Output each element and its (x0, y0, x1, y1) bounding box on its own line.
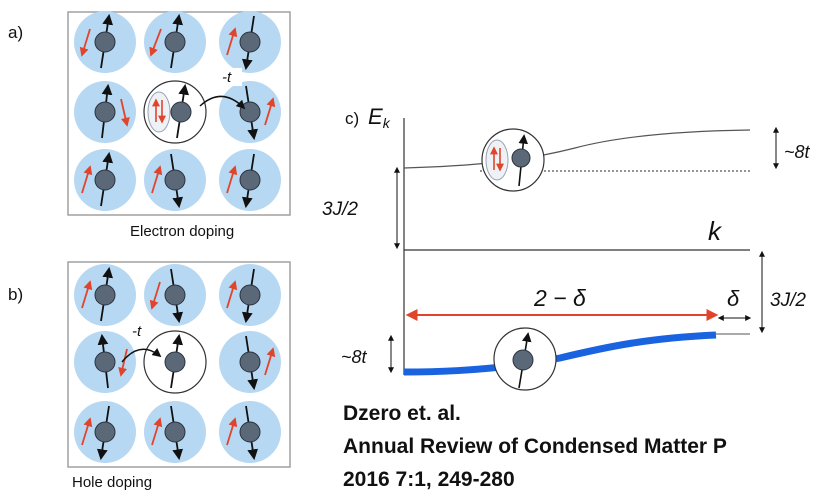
lattice-site (144, 11, 206, 73)
lattice-site (219, 149, 281, 211)
energy-axis-subscript: k (383, 115, 391, 131)
upper-width-label: ~8t (784, 142, 811, 162)
lattice-site (74, 81, 136, 143)
panel-b: b) -t Hole doping (8, 261, 291, 491)
caption-b: Hole doping (72, 474, 152, 491)
delta-label: δ (727, 286, 740, 311)
caption-a: Electron doping (130, 223, 234, 240)
panel-c: c) Ek k ~8t 3J/2 3J/2 2 − δ (322, 104, 811, 391)
lower-gap-label: 3J/2 (770, 290, 806, 311)
citation-journal: Annual Review of Condensed Matter P (343, 435, 727, 458)
panel-b-label: b) (8, 285, 23, 304)
lattice-site (144, 264, 206, 326)
hop-arrow-a (199, 95, 246, 110)
panel-a: a) -t Electron doping (8, 11, 291, 240)
lattice-site (219, 81, 281, 143)
singlon-site (493, 327, 557, 391)
hop-arrow-b (121, 347, 162, 363)
lattice-site (144, 149, 206, 211)
lattice-site (219, 11, 281, 73)
citation-volume: 2016 7:1, 249-280 (343, 468, 515, 491)
lattice-site (74, 264, 136, 326)
hop-label-a: -t (222, 69, 232, 86)
lower-band-filled (403, 331, 717, 376)
upper-band (403, 129, 751, 169)
lattice-site (143, 80, 207, 144)
k-axis-label: k (708, 216, 723, 246)
lattice-a (74, 11, 281, 211)
lattice-site (219, 331, 281, 393)
panel-c-label: c) (345, 109, 359, 128)
citation: Dzero et. al. Annual Review of Condensed… (343, 402, 727, 491)
lattice-site (219, 264, 281, 326)
panel-a-label: a) (8, 23, 23, 42)
hop-label-b: -t (132, 323, 142, 340)
lower-width-label: ~8t (341, 347, 368, 367)
lattice-site (74, 401, 136, 463)
energy-axis-symbol: E (368, 104, 383, 129)
lattice-site (144, 401, 206, 463)
lattice-site (74, 149, 136, 211)
filling-label: 2 − δ (533, 285, 586, 311)
energy-axis-label: Ek (368, 104, 391, 131)
lattice-site (143, 330, 207, 394)
lattice-site (74, 331, 136, 393)
upper-gap-label: 3J/2 (322, 199, 358, 220)
lattice-b (74, 264, 281, 463)
hop-label-bg-a (218, 68, 242, 86)
hop-label-bg-b (128, 322, 152, 340)
doublon-site (481, 128, 545, 192)
citation-authors: Dzero et. al. (343, 402, 461, 425)
lattice-site (74, 11, 136, 73)
lattice-site (219, 401, 281, 463)
